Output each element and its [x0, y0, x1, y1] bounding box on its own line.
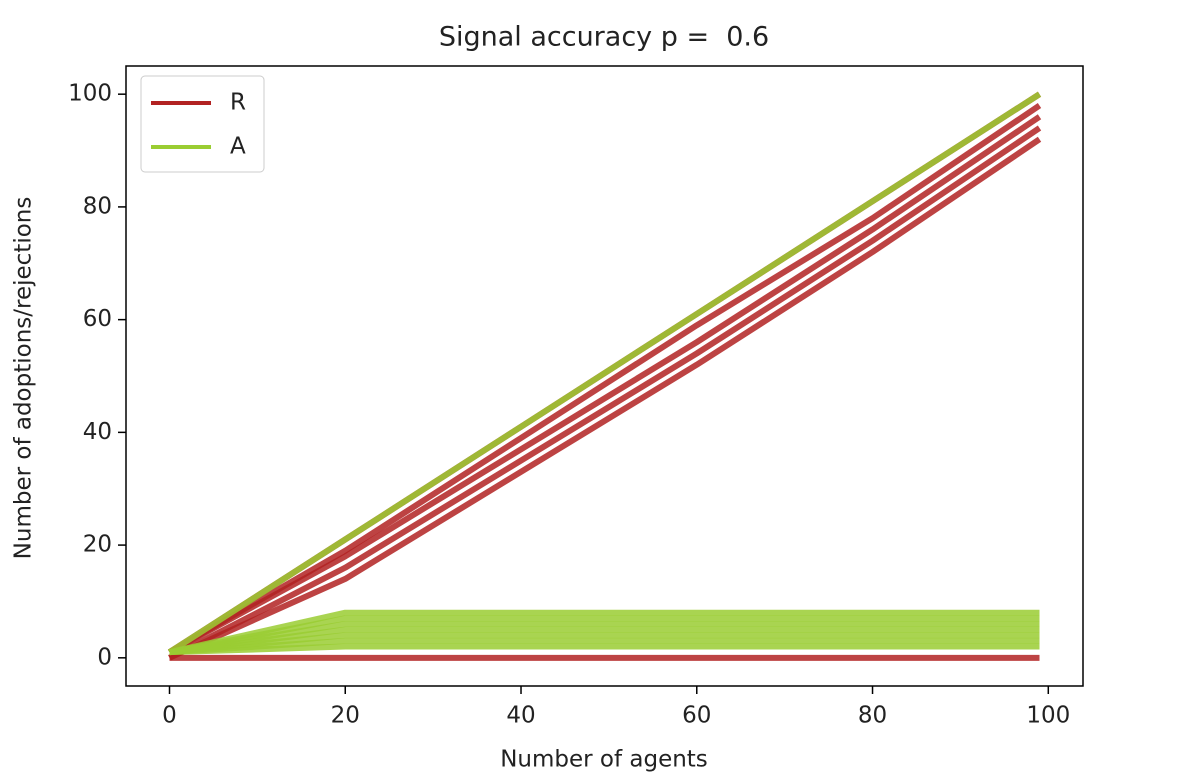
x-tick-label: 40: [506, 703, 535, 729]
axes-frame: [125, 65, 1084, 687]
x-tick-label: 20: [331, 703, 360, 729]
plot-area: [167, 91, 1042, 661]
y-tick-label: 20: [83, 532, 112, 558]
series-line: [169, 643, 1040, 656]
legend-label: A: [230, 134, 246, 160]
series-line: [169, 632, 1040, 656]
y-tick-label: 60: [83, 306, 112, 332]
chart-title: Signal accuracy p = 0.6: [439, 22, 769, 53]
series-line: [168, 114, 1042, 655]
series-line: [169, 626, 1040, 656]
series-line: [168, 609, 1040, 656]
series-line: [168, 125, 1042, 661]
series-line: [169, 621, 1040, 656]
x-tick-label: 0: [162, 703, 177, 729]
y-tick-label: 80: [83, 193, 112, 219]
series-line: [169, 637, 1040, 656]
series-line: [168, 136, 1042, 661]
y-tick-label: 0: [97, 644, 112, 670]
y-axis-label: Number of adoptions/rejections: [11, 197, 37, 560]
series-line: [168, 102, 1042, 655]
x-axis-label: Number of agents: [500, 747, 708, 773]
x-tick-label: 80: [858, 703, 887, 729]
legend-label: R: [230, 90, 246, 116]
x-tick-label: 100: [1026, 703, 1070, 729]
y-tick-label: 100: [68, 81, 112, 107]
legend: RA: [140, 75, 265, 173]
series-line: [167, 91, 1042, 655]
series-line: [168, 615, 1040, 656]
y-tick-label: 40: [83, 419, 112, 445]
x-tick-label: 60: [682, 703, 711, 729]
